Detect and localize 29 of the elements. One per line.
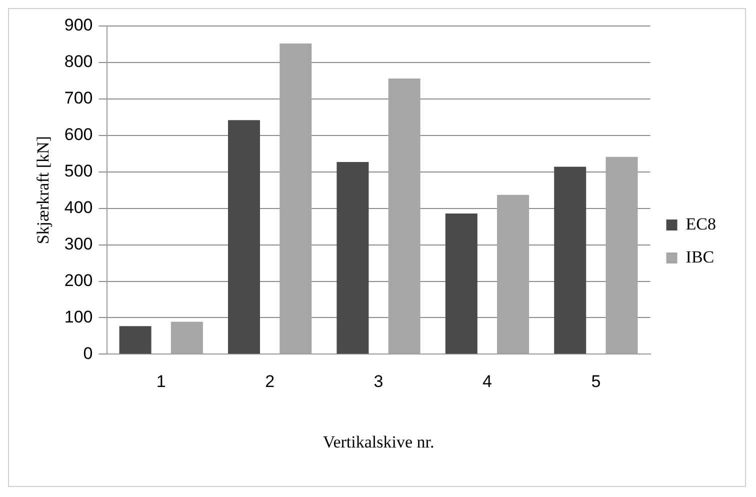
- y-tick-label: 400: [64, 198, 93, 218]
- bar: [119, 326, 152, 354]
- y-tick-label: 900: [64, 16, 93, 35]
- legend-label: IBC: [686, 247, 714, 266]
- bar: [497, 194, 530, 354]
- y-tick-label: 200: [64, 270, 93, 290]
- bar: [228, 120, 260, 354]
- x-tick-label: 3: [374, 372, 384, 392]
- bar: [606, 156, 638, 354]
- x-tick-label: 4: [482, 372, 492, 392]
- bar: [170, 322, 203, 354]
- y-tick-label: 100: [64, 307, 93, 326]
- x-tick-label: 5: [591, 372, 601, 392]
- bar: [336, 162, 369, 354]
- y-axis-title: Skjærkraft [kN]: [34, 136, 53, 244]
- bar: [388, 78, 420, 354]
- y-tick-label: 300: [64, 234, 93, 254]
- y-tick-label: 500: [64, 162, 93, 181]
- y-tick-label: 600: [64, 125, 93, 144]
- bar: [554, 166, 586, 354]
- y-tick-label: 800: [64, 52, 93, 72]
- y-tick-label: 700: [64, 88, 93, 108]
- y-tick-label: 0: [83, 344, 93, 363]
- legend-label: EC8: [686, 214, 716, 234]
- bar: [445, 213, 478, 354]
- x-tick-label: 1: [156, 372, 166, 392]
- bar: [280, 44, 312, 354]
- x-axis-title: Vertikalskive nr.: [322, 432, 434, 452]
- x-tick-label: 2: [265, 372, 275, 392]
